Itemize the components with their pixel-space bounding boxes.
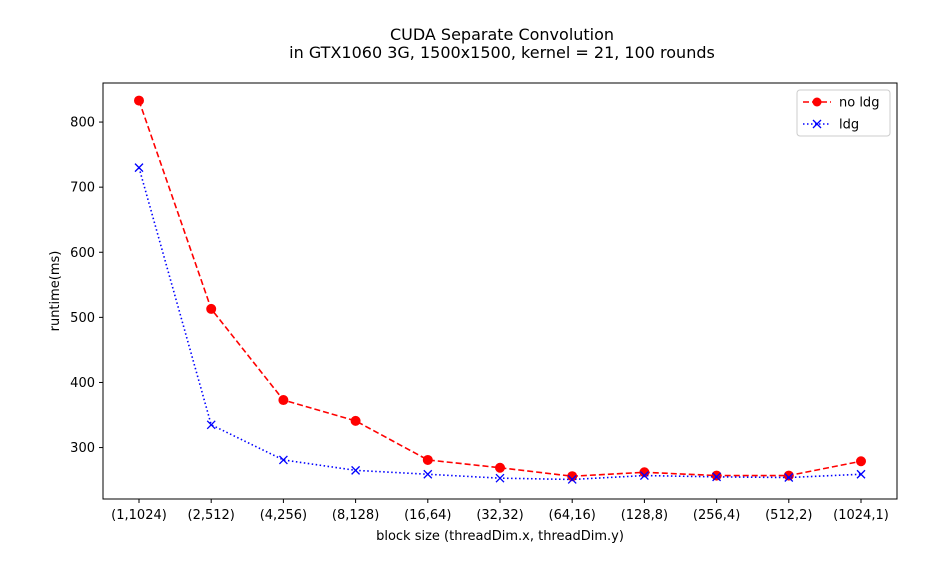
data-point	[783, 470, 794, 481]
data-point	[134, 95, 144, 106]
legend: no ldg ldg	[796, 89, 891, 137]
data-point-stroke	[206, 420, 216, 430]
data-point	[712, 472, 722, 482]
y-tick-label: 700	[70, 181, 95, 196]
data-point	[639, 467, 650, 478]
data-point	[495, 473, 505, 483]
data-point-stroke	[351, 465, 361, 475]
x-tick-label: (256,4)	[693, 508, 740, 523]
data-point	[856, 456, 866, 467]
x-tick-label: (2,512)	[188, 508, 235, 523]
data-point	[206, 420, 216, 430]
y-tick-label: 300	[70, 441, 95, 456]
x-axis-label: block size (threadDim.x, threadDim.y)	[376, 529, 624, 544]
data-point-stroke	[278, 455, 288, 465]
legend-marker-1	[812, 119, 822, 129]
chart-title: CUDA Separate Convolution	[390, 25, 614, 44]
data-point-stroke	[639, 471, 649, 481]
legend-marker-0	[812, 97, 822, 107]
x-tick-label: (32,32)	[476, 508, 523, 523]
y-tick-label: 600	[70, 246, 95, 261]
plot-area: 300 400 500 600 700 800 (1,1024) (2,512) (4,256)…	[70, 82, 898, 523]
chart-subtitle: in GTX1060 3G, 1500x1500, kernel = 21, 1…	[289, 43, 715, 62]
data-point-stroke	[134, 163, 144, 173]
x-tick-label: (8,128)	[332, 508, 379, 523]
y-tick-label: 400	[70, 376, 95, 391]
data-point	[784, 473, 794, 482]
data-point	[856, 469, 866, 479]
data-point	[422, 454, 433, 465]
x-tick-label: (1024,1)	[833, 508, 889, 523]
data-point-stroke	[495, 473, 505, 483]
series-line-1	[138, 167, 862, 481]
data-point-stroke	[567, 475, 577, 484]
data-point	[567, 471, 578, 482]
data-point-stroke	[856, 469, 866, 479]
data-point	[134, 163, 144, 173]
data-point-stroke	[712, 472, 722, 482]
x-tick-label: (4,256)	[260, 508, 307, 523]
x-tick-label: (128,8)	[621, 508, 668, 523]
legend-label-0: no ldg	[839, 96, 879, 111]
data-point	[639, 471, 649, 481]
data-point	[278, 395, 289, 406]
x-tick-label: (64,16)	[549, 508, 596, 523]
x-tick-label: (512,2)	[765, 508, 812, 523]
data-point-stroke	[784, 473, 794, 482]
data-point	[278, 455, 288, 465]
y-tick-label: 500	[70, 311, 95, 326]
data-point	[350, 415, 361, 426]
y-tick-label: 800	[70, 116, 95, 131]
data-point	[351, 465, 361, 475]
data-point	[423, 469, 433, 479]
series-line-0	[138, 100, 862, 478]
x-tick-label: (1,1024)	[111, 508, 167, 523]
legend-marker-stroke	[812, 119, 822, 129]
data-point	[711, 470, 722, 481]
data-point-stroke	[423, 469, 433, 479]
data-point	[567, 475, 577, 484]
x-tick-label: (16,64)	[404, 508, 451, 523]
legend-label-1: ldg	[839, 118, 859, 133]
y-axis-label: runtime(ms)	[48, 251, 63, 332]
data-point	[495, 462, 505, 473]
axes-frame	[102, 82, 898, 500]
data-point	[206, 303, 217, 314]
